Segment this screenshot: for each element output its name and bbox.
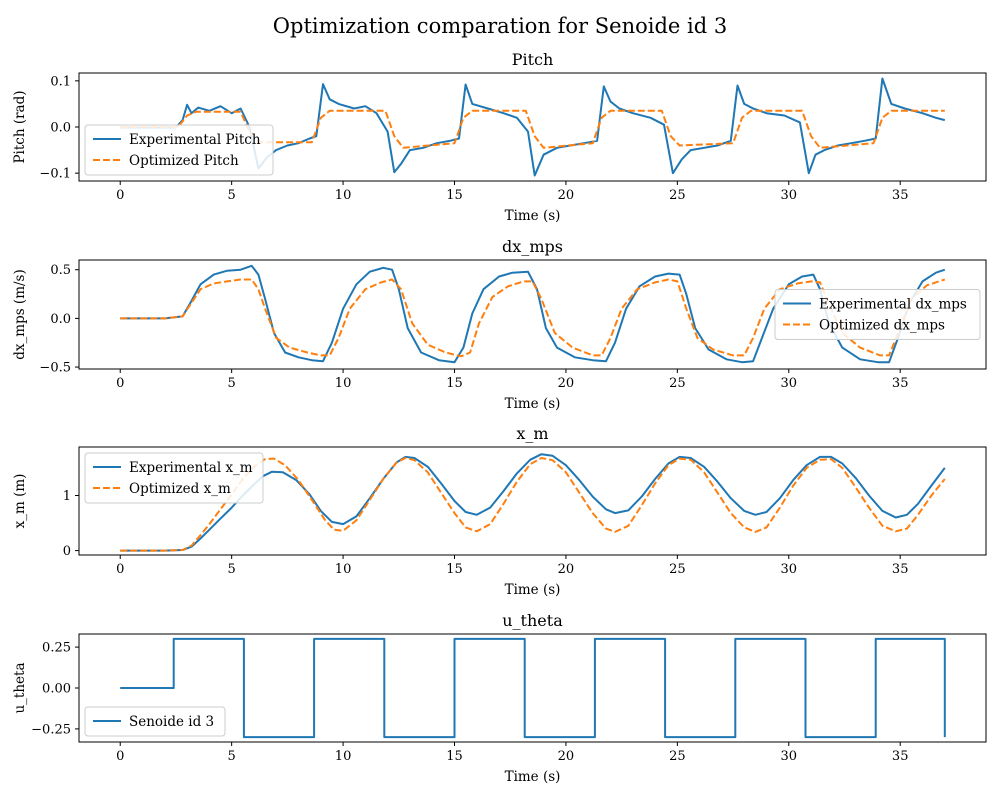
legend-box — [84, 452, 264, 504]
figure-suptitle: Optimization comparation for Senoide id … — [273, 14, 727, 38]
x-tick-label: 0 — [116, 376, 124, 391]
x-tick-label: 30 — [781, 188, 798, 203]
panel-2: x_m 0 5 10 15 20 25 30 35 0 1 Time (s) x_m (m) Experi… — [12, 424, 987, 598]
y-tick-label: 0.25 — [42, 641, 71, 656]
x-tick-label: 5 — [228, 376, 236, 391]
x-tick-label: 30 — [781, 562, 798, 577]
y-tick-label: 0.0 — [50, 312, 71, 327]
y-tick-label: 0.0 — [50, 121, 71, 136]
x-axis-label: Time (s) — [505, 208, 561, 224]
series-line-experimental-dx-mps — [120, 264, 946, 364]
x-tick-label: 15 — [446, 562, 463, 577]
y-axis-label: x_m (m) — [12, 474, 28, 529]
x-tick-label: 20 — [558, 562, 575, 577]
x-axis-label: Time (s) — [505, 582, 561, 598]
x-tick-label: 10 — [335, 376, 352, 391]
x-tick-label: 20 — [558, 376, 575, 391]
x-tick-label: 30 — [781, 749, 798, 764]
panel-3: u_theta 0 5 10 15 20 25 30 35 −0.25 0.00 0.25 Time (… — [12, 611, 987, 785]
x-tick-label: 30 — [781, 376, 798, 391]
x-tick-label: 5 — [228, 562, 236, 577]
y-tick-label: 0.5 — [50, 263, 71, 278]
y-tick-label: −0.1 — [39, 167, 71, 182]
x-axis-label: Time (s) — [505, 396, 561, 412]
x-tick-label: 35 — [892, 376, 909, 391]
axes-frame — [78, 259, 987, 370]
legend: Senoide id 3 — [84, 706, 226, 737]
x-tick-label: 0 — [116, 562, 124, 577]
x-tick-label: 20 — [558, 749, 575, 764]
panel-0: Pitch 0 5 10 15 20 25 30 35 −0.1 0.0 0.1 Time (s) Pit… — [12, 50, 987, 224]
y-axis-label: u_theta — [12, 662, 28, 713]
y-tick-label: −0.5 — [39, 361, 71, 376]
y-axis-label: dx_mps (m/s) — [12, 269, 28, 359]
panel-title: x_m — [516, 424, 548, 443]
axes-frame — [78, 446, 987, 556]
panel-title: Pitch — [512, 50, 554, 69]
legend-label: Optimized dx_mps — [819, 318, 945, 334]
x-tick-label: 35 — [892, 188, 909, 203]
legend-label: Experimental Pitch — [129, 132, 261, 148]
x-tick-label: 35 — [892, 749, 909, 764]
series-line-optimized-x-m — [120, 457, 946, 552]
legend-label: Senoide id 3 — [129, 714, 214, 730]
x-tick-label: 10 — [335, 562, 352, 577]
x-tick-label: 15 — [446, 749, 463, 764]
x-tick-label: 10 — [335, 749, 352, 764]
legend-label: Optimized Pitch — [129, 153, 239, 169]
legend-box — [84, 124, 274, 176]
x-axis-label: Time (s) — [505, 769, 561, 785]
x-tick-label: 10 — [335, 188, 352, 203]
legend-box — [774, 289, 981, 340]
legend-label: Experimental x_m — [129, 460, 253, 476]
legend: Experimental Pitch Optimized Pitch — [84, 124, 274, 176]
x-tick-label: 5 — [228, 188, 236, 203]
x-tick-label: 20 — [558, 188, 575, 203]
x-tick-label: 15 — [446, 376, 463, 391]
y-axis-label: Pitch (rad) — [12, 90, 28, 163]
x-tick-label: 0 — [116, 188, 124, 203]
y-tick-label: 0.1 — [50, 74, 71, 89]
series-line-senoide-id-3 — [120, 637, 946, 739]
legend: Experimental x_m Optimized x_m — [84, 452, 264, 504]
x-tick-label: 25 — [669, 749, 686, 764]
x-tick-label: 15 — [446, 188, 463, 203]
series-line-optimized-dx-mps — [120, 278, 946, 358]
y-tick-label: 0.00 — [42, 682, 71, 697]
y-tick-label: 1 — [63, 489, 71, 504]
y-tick-label: 0 — [63, 544, 71, 559]
x-tick-label: 0 — [116, 749, 124, 764]
y-tick-label: −0.25 — [31, 722, 71, 737]
x-tick-label: 25 — [669, 188, 686, 203]
x-tick-label: 25 — [669, 376, 686, 391]
legend-box — [84, 706, 226, 737]
panel-title: u_theta — [502, 611, 563, 630]
panel-title: dx_mps — [502, 237, 563, 256]
x-tick-label: 5 — [228, 749, 236, 764]
x-tick-label: 35 — [892, 562, 909, 577]
panel-1: dx_mps 0 5 10 15 20 25 30 35 −0.5 0.0 0.5 Time (s) dx… — [12, 237, 987, 412]
legend-label: Optimized x_m — [129, 481, 231, 497]
legend: Experimental dx_mps Optimized dx_mps — [774, 289, 981, 340]
x-tick-label: 25 — [669, 562, 686, 577]
legend-label: Experimental dx_mps — [819, 297, 967, 313]
series-line-optimized-pitch — [120, 109, 945, 149]
